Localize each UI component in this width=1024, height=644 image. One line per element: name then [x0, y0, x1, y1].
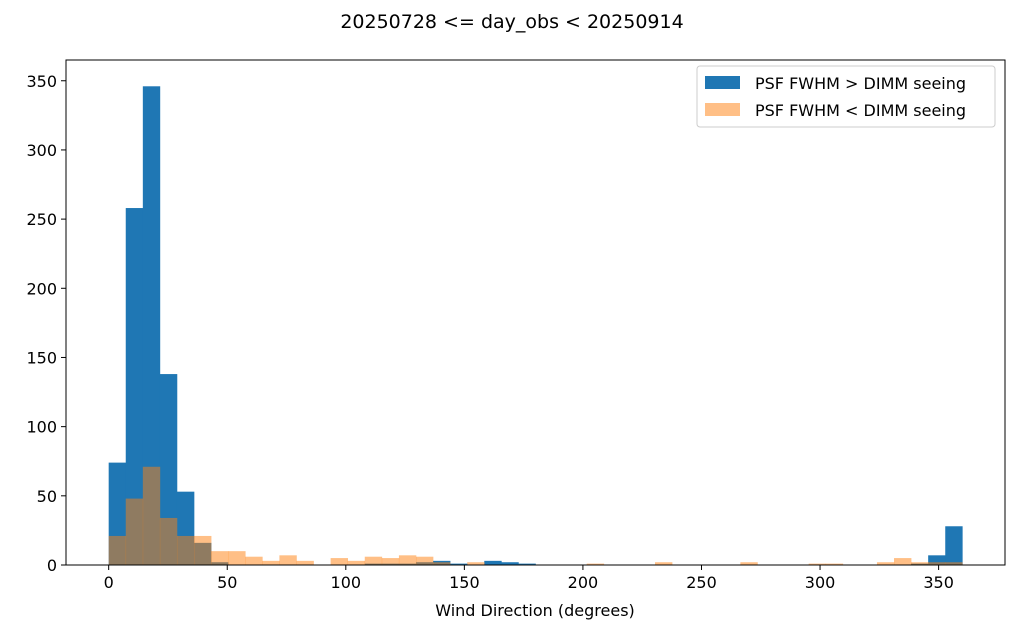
- x-tick-label: 100: [331, 573, 362, 592]
- histogram-bar-series-1: [142, 86, 161, 565]
- histogram-bar-series-2: [159, 517, 178, 565]
- x-tick-label: 50: [217, 573, 237, 592]
- histogram-bar-series-2: [433, 562, 451, 565]
- histogram-bar-series-2: [245, 556, 263, 565]
- histogram-bar-series-2: [262, 560, 280, 565]
- plot-frame: [65, 59, 1006, 566]
- y-tick-label: 250: [26, 210, 57, 229]
- y-tick-label: 100: [26, 418, 57, 437]
- y-tick-label: 350: [26, 72, 57, 91]
- histogram-bar-series-2: [347, 560, 366, 565]
- x-tick-label: 350: [923, 573, 954, 592]
- legend-swatch-series-2: [705, 103, 740, 116]
- legend: PSF FWHM > DIMM seeing PSF FWHM < DIMM s…: [696, 65, 996, 128]
- histogram-bar-series-1: [125, 208, 144, 566]
- histogram-bar-series-2: [825, 563, 844, 565]
- histogram-bar-series-2: [330, 558, 348, 565]
- x-axis: 0 50 100 150 200 250 300 350: [104, 565, 954, 592]
- histogram-bar-series-2: [211, 551, 229, 565]
- histogram-bar-series-1: [928, 555, 946, 565]
- y-tick-label: 300: [26, 141, 57, 160]
- x-tick-label: 300: [805, 573, 836, 592]
- y-axis: 0 50 100 150 200 250 300 350: [26, 72, 66, 575]
- legend-label-series-2: PSF FWHM < DIMM seeing: [755, 101, 966, 120]
- histogram-bar-series-2: [296, 560, 314, 565]
- histogram-bar-series-2: [176, 535, 195, 565]
- histogram-bar-series-1: [945, 526, 963, 565]
- histogram-bar-series-2: [808, 563, 827, 565]
- histogram-bar-series-2: [876, 562, 895, 565]
- histogram-bar-series-2: [586, 563, 605, 565]
- histogram-bar-series-2: [415, 556, 434, 565]
- legend-label-series-1: PSF FWHM > DIMM seeing: [755, 74, 966, 93]
- histogram-bar-series-2: [279, 555, 297, 565]
- x-axis-label: Wind Direction (degrees): [435, 601, 635, 620]
- histogram-bar-series-2: [655, 562, 673, 565]
- histogram-bar-series-2: [398, 555, 417, 565]
- histogram-bar-series-2: [228, 551, 246, 565]
- chart-title: 20250728 <= day_obs < 20250914: [340, 11, 683, 33]
- histogram-bar-series-2: [740, 562, 758, 565]
- histogram-bar-series-2: [911, 562, 929, 565]
- histogram-bar-series-2: [108, 535, 127, 565]
- histogram-bar-series-2: [928, 562, 946, 565]
- x-tick-label: 250: [686, 573, 717, 592]
- x-tick-label: 150: [449, 573, 480, 592]
- histogram-bar-series-1: [518, 563, 536, 565]
- histogram-bar-series-1: [450, 563, 468, 565]
- histogram-bar-series-1: [159, 374, 178, 565]
- histogram-bar-series-1: [501, 562, 519, 565]
- histogram-bar-series-2: [381, 558, 400, 565]
- y-tick-label: 0: [47, 556, 57, 575]
- histogram-bar-series-2: [894, 558, 912, 565]
- legend-swatch-series-1: [705, 76, 740, 89]
- histogram-bar-series-2: [125, 498, 144, 565]
- y-tick-label: 150: [26, 348, 57, 367]
- histogram-bar-series-2: [364, 556, 383, 565]
- legend-box: [696, 65, 996, 128]
- x-tick-label: 0: [104, 573, 114, 592]
- y-tick-label: 200: [26, 279, 57, 298]
- histogram-bar-series-2: [142, 466, 161, 565]
- histogram-bar-series-1: [484, 560, 502, 565]
- bars-layer: [108, 86, 963, 566]
- x-tick-label: 200: [568, 573, 599, 592]
- y-tick-label: 50: [37, 487, 57, 506]
- histogram-bar-series-2: [194, 535, 212, 565]
- histogram-bar-series-2: [467, 562, 485, 565]
- histogram-bar-series-2: [945, 562, 963, 565]
